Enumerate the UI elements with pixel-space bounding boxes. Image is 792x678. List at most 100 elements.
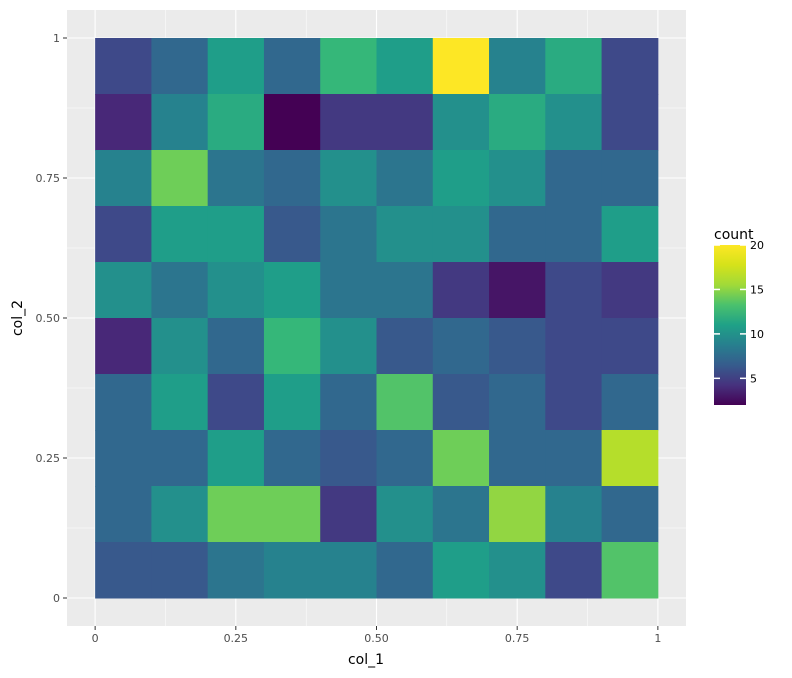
legend-tick-label: 5 (750, 372, 757, 385)
x-axis-title: col_1 (348, 652, 384, 668)
y-tick-label: 0.25 (36, 452, 61, 465)
heatmap-cell (151, 430, 209, 487)
heatmap-cell (601, 374, 659, 431)
legend: count 5 10 15 20 (714, 227, 764, 405)
heatmap-cell (263, 542, 321, 599)
heatmap-cell (95, 94, 152, 151)
x-tick-label: 0 (92, 632, 99, 645)
heatmap-cell (601, 206, 659, 263)
heatmap-cell (376, 262, 434, 319)
heatmap-cell (489, 486, 546, 543)
heatmap-cell (263, 318, 321, 375)
heatmap-cell (95, 150, 152, 207)
heatmap-cell (489, 150, 546, 207)
y-axis-title: col_2 (10, 300, 26, 336)
legend-tick-label: 15 (750, 283, 764, 296)
heatmap-cell (432, 206, 490, 263)
heatmap-cell (545, 206, 603, 263)
heatmap-cell (151, 206, 209, 263)
heatmap-cell (432, 262, 490, 319)
heatmap-cell (151, 486, 209, 543)
heatmap-cell (207, 374, 265, 431)
heatmap-cell (601, 542, 659, 599)
heatmap-cell (95, 206, 152, 263)
heatmap-cell (263, 206, 321, 263)
heatmap-cell (489, 430, 546, 487)
x-tick-label: 0.25 (224, 632, 249, 645)
heatmap-cell (376, 38, 434, 95)
heatmap-cell (207, 430, 265, 487)
heatmap-cell (489, 374, 546, 431)
heatmap-cell (489, 206, 546, 263)
heatmap-cell (545, 94, 603, 151)
heatmap-cell (601, 150, 659, 207)
x-tick-label: 1 (654, 632, 661, 645)
y-tick-label: 0 (53, 592, 60, 605)
heatmap-cell (151, 374, 209, 431)
heatmap-cell (320, 150, 377, 207)
heatmap-cell (376, 430, 434, 487)
heatmap-cell (95, 262, 152, 319)
heatmap-cell (207, 486, 265, 543)
heatmap-cell (601, 94, 659, 151)
legend-ticks: 5 10 15 20 (714, 239, 764, 385)
heatmap-cell (489, 318, 546, 375)
heatmap-cell (545, 430, 603, 487)
heatmap-cell (151, 38, 209, 95)
x-axis: 0 0.25 0.50 0.75 1 (92, 626, 661, 645)
heatmap-cell (151, 542, 209, 599)
legend-title: count (714, 227, 754, 243)
heatmap-cell (545, 318, 603, 375)
heatmap-cell (545, 38, 603, 95)
heatmap-cell (95, 486, 152, 543)
heatmap-cell (207, 38, 265, 95)
heatmap-cell (601, 430, 659, 487)
heatmap-cell (432, 374, 490, 431)
legend-tick-label: 20 (750, 239, 764, 252)
y-tick-label: 0.50 (36, 312, 61, 325)
heatmap-cell (95, 318, 152, 375)
heatmap-cell (95, 38, 152, 95)
heatmap-cell (320, 94, 377, 151)
heatmap-cell (545, 150, 603, 207)
heatmap-cell (95, 374, 152, 431)
heatmap-cell (432, 542, 490, 599)
heatmap-cell (601, 318, 659, 375)
heatmap-cell (320, 206, 377, 263)
heatmap-cell (432, 318, 490, 375)
heatmap-cell (320, 38, 377, 95)
heatmap-cell (151, 262, 209, 319)
heatmap-cell (263, 262, 321, 319)
heatmap-cell (376, 150, 434, 207)
heatmap-cell (489, 94, 546, 151)
heatmap-cell (320, 486, 377, 543)
heatmap-cell (432, 430, 490, 487)
heatmap-cell (601, 38, 659, 95)
heatmap-cell (376, 486, 434, 543)
heatmap-cell (263, 374, 321, 431)
heatmap-cell (545, 542, 603, 599)
heatmap-cell (263, 94, 321, 151)
heatmap-cell (489, 38, 546, 95)
heatmap-cell (545, 486, 603, 543)
heatmap-cell (95, 430, 152, 487)
heatmap-cell (320, 318, 377, 375)
heatmap-cell (432, 150, 490, 207)
y-tick-label: 0.75 (36, 172, 61, 185)
heatmap-cell (207, 262, 265, 319)
heatmap-cell (207, 542, 265, 599)
heatmap-cell (320, 374, 377, 431)
heatmap-cell (151, 94, 209, 151)
heatmap-cell (432, 38, 490, 95)
heatmap-cell (263, 150, 321, 207)
heatmap-cell (95, 542, 152, 599)
heatmap-cell (545, 262, 603, 319)
heatmap-cell (263, 430, 321, 487)
heatmap-cell (376, 374, 434, 431)
heatmap-cell (151, 150, 209, 207)
heatmap-cell (207, 150, 265, 207)
heatmap-cell (320, 430, 377, 487)
heatmap-cell (432, 94, 490, 151)
heatmap-cell (489, 262, 546, 319)
